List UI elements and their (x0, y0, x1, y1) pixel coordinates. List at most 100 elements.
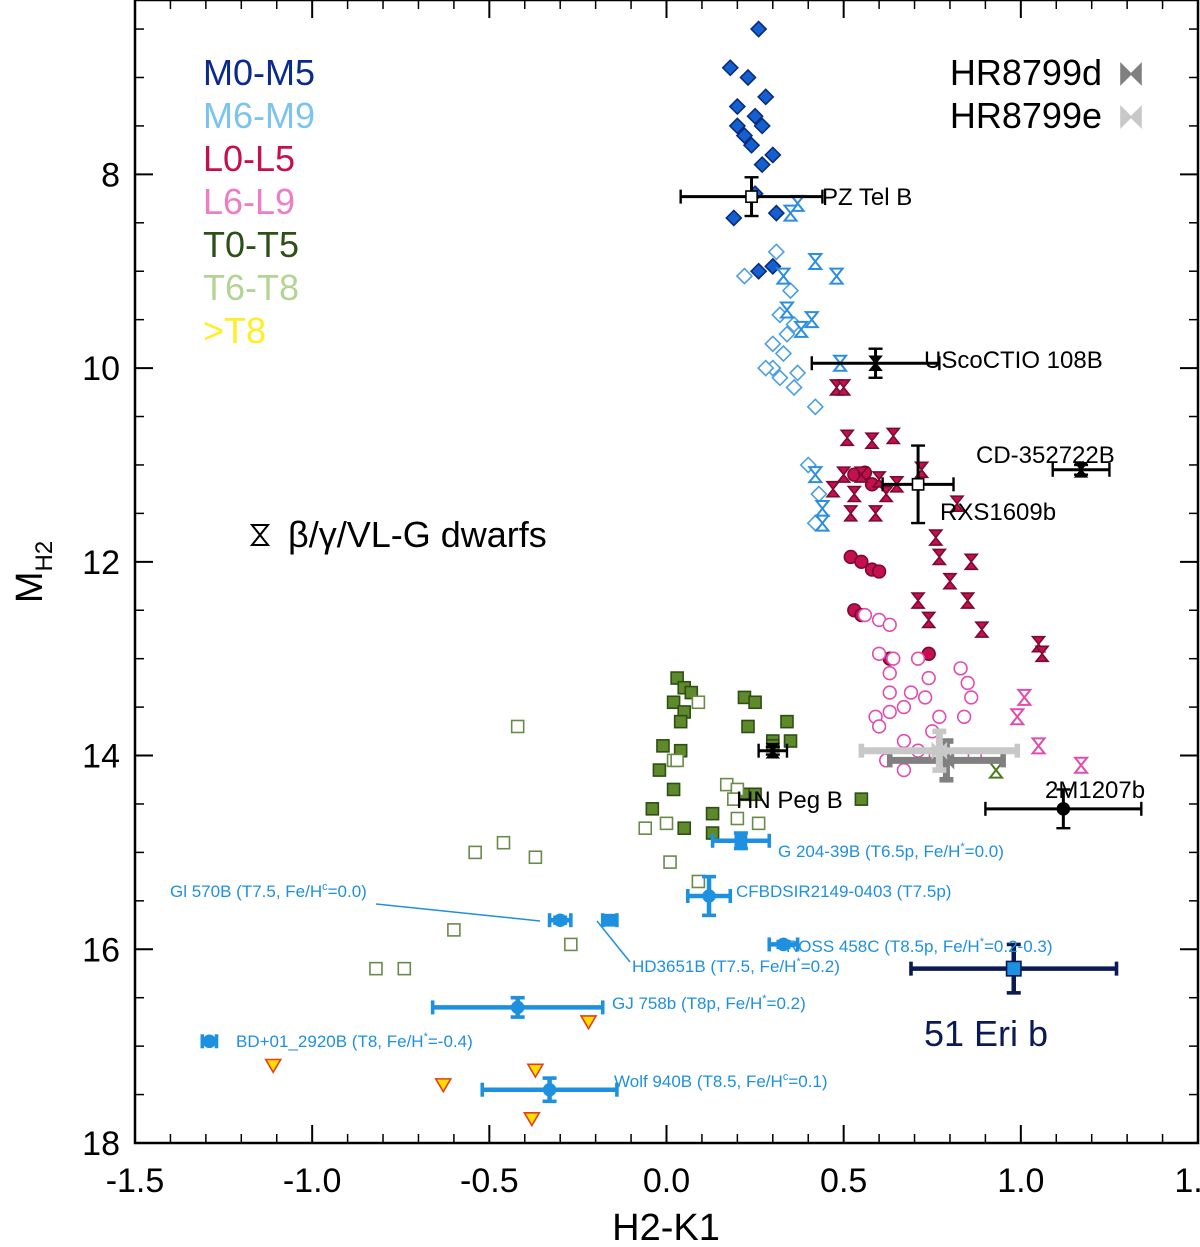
series-l6-l9-young (1009, 688, 1090, 774)
y-tick-label: 12 (82, 544, 120, 582)
data-point (931, 548, 948, 566)
annotation-hd3651b-t7-5-fe-h: HD3651B (T7.5, Fe/H*=0.2) (632, 956, 840, 976)
data-point (677, 821, 692, 835)
data-point (264, 1058, 283, 1074)
data-point (987, 761, 1005, 779)
data-point (788, 364, 807, 382)
data-point (656, 739, 670, 753)
annotation-text: CFBDSIR2149-0403 (T7.5p) (736, 882, 951, 901)
data-point (705, 806, 720, 821)
data-point (910, 651, 926, 666)
data-point (775, 267, 792, 285)
annotation-text: 51 Eri b (924, 1013, 1048, 1054)
data-point (882, 617, 897, 632)
annotation-text: UScoCTIO 108B (924, 347, 1103, 374)
data-point (749, 262, 768, 280)
series-t8 (264, 1015, 598, 1128)
data-point (659, 816, 674, 831)
data-point (526, 1063, 545, 1079)
legend-label-hr8799d: HR8799d (950, 52, 1102, 93)
y-tick-label: 16 (82, 931, 120, 969)
x-axis-title: H2-K1 (612, 1207, 720, 1247)
data-point (1016, 688, 1033, 706)
object-gj-758b (430, 995, 605, 1019)
object-marker (911, 477, 925, 491)
x-tick-label: 0.0 (643, 1162, 690, 1200)
data-point (960, 592, 976, 609)
data-point (496, 835, 511, 850)
data-point (839, 429, 855, 447)
series-m6-m9 (735, 243, 828, 532)
data-point (638, 821, 653, 835)
object-marker (702, 889, 716, 903)
data-point (782, 204, 799, 222)
data-point (785, 378, 803, 397)
annotation-text: 2M1207b (1045, 777, 1145, 804)
data-point (522, 1111, 541, 1128)
data-point (774, 344, 793, 363)
data-point (963, 553, 979, 571)
object-hr8799e (858, 728, 1021, 773)
data-point (778, 301, 796, 319)
leader-line-hd3651b (596, 920, 631, 963)
object-marker (510, 1000, 525, 1015)
annotation-superscript: * (762, 993, 767, 1005)
data-point (528, 850, 543, 865)
legend-label-m0-m5: M0-M5 (203, 52, 315, 93)
data-point (673, 714, 688, 729)
data-point (748, 787, 762, 802)
data-point (806, 398, 824, 416)
data-point (896, 762, 912, 778)
y-tick-label: 8 (101, 156, 120, 194)
x-tick-label: 1.5 (1174, 1162, 1200, 1200)
annotation-ross-458c-t8-5p-fe-h: ROSS 458C (T8.5p, Fe/H*=0.2-0.3) (786, 936, 1052, 956)
data-point (652, 763, 667, 777)
object-51-eri-b (909, 942, 1119, 995)
data-point (932, 709, 947, 724)
data-point (691, 695, 706, 710)
object-marker (868, 355, 883, 372)
data-point (960, 675, 975, 691)
object-pz-tel-b (679, 176, 824, 218)
object-marker (931, 741, 948, 760)
data-point (728, 97, 746, 116)
object-uscoctio-108b (810, 347, 941, 379)
data-point (857, 607, 873, 623)
data-point (742, 136, 761, 154)
data-point (666, 782, 681, 797)
data-point (928, 529, 944, 546)
data-point (468, 845, 482, 860)
object-marker (1056, 802, 1071, 816)
annotation-text: G 204-39B (T6.5p, Fe/H (778, 842, 960, 861)
data-point (764, 146, 782, 164)
annotation-superscript: * (796, 956, 801, 968)
annotation-tail: =-0.4) (428, 1032, 473, 1051)
legend-young-marker (249, 524, 271, 546)
data-point (882, 704, 897, 720)
annotation-superscript: c (322, 881, 328, 893)
object-hd3651b (600, 913, 619, 928)
legend-label-l0-l5: L0-L5 (203, 138, 295, 179)
data-point (867, 505, 884, 522)
data-point (691, 874, 706, 889)
data-point (810, 485, 828, 503)
object-cd-352722b (1051, 461, 1111, 478)
special-objects (200, 176, 1143, 1104)
annotation-superscript: * (960, 841, 965, 853)
data-point (953, 661, 968, 676)
data-point (882, 666, 897, 681)
legend-label-t0-t5: T0-T5 (203, 224, 299, 265)
object-marker (1005, 960, 1022, 977)
data-point (921, 670, 936, 686)
object-cfbdsir2149-0403 (685, 874, 733, 918)
data-point (836, 379, 852, 396)
data-point (853, 466, 870, 483)
object-2m1207b (984, 788, 1143, 830)
data-point (749, 20, 768, 38)
y-tick-label: 18 (82, 1125, 120, 1163)
object-g-204-39b (710, 831, 772, 851)
data-point (921, 611, 937, 629)
annotation-uscoctio-108b: UScoCTIO 108B (924, 347, 1103, 374)
